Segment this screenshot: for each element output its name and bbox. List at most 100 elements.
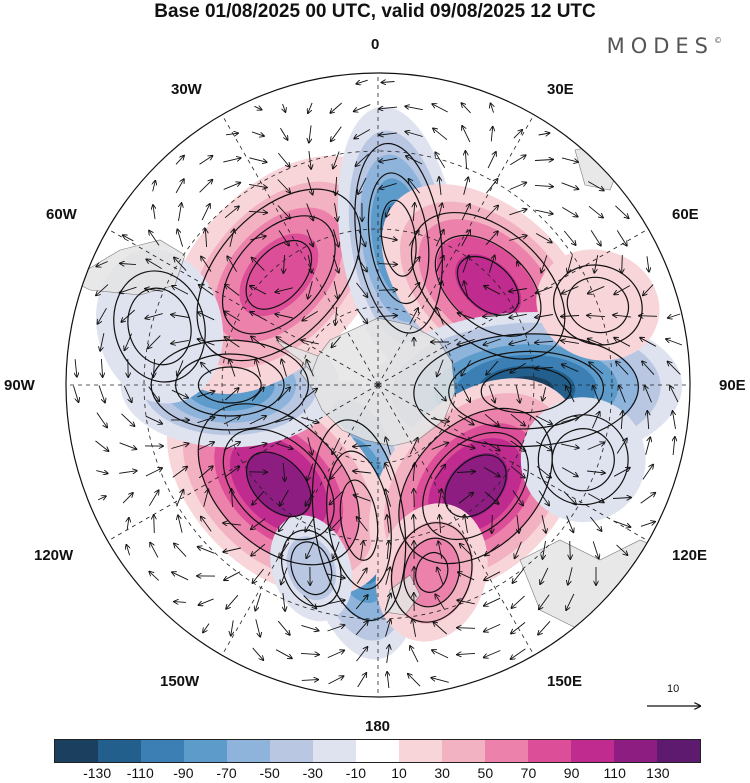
colorbar-tick-label: -70 (216, 765, 237, 781)
wind-vector (483, 441, 500, 451)
label-lon-90w: 90W (4, 377, 35, 394)
wind-vector (100, 333, 105, 351)
wind-vector (437, 281, 442, 299)
wind-vector (561, 341, 579, 344)
wind-vector (301, 680, 318, 681)
streamline-loop (281, 529, 342, 608)
wind-vector (563, 230, 575, 245)
wind-vector (568, 567, 573, 584)
meridian-line (107, 228, 379, 386)
wind-vector (570, 540, 571, 559)
wind-vector (356, 256, 367, 272)
colorbar-swatch (571, 740, 614, 762)
wind-vector (561, 316, 580, 317)
streamline-loop (456, 255, 520, 316)
wind-vector (462, 256, 469, 273)
colorbar-tick-label: -30 (302, 765, 323, 781)
wind-vector (252, 568, 264, 583)
wind-vector (510, 155, 525, 166)
wind-vector (379, 133, 397, 135)
wind-vector (435, 256, 443, 273)
wind-vector (668, 313, 681, 318)
wind-vector (385, 619, 391, 637)
wind-vector (197, 417, 214, 424)
colorbar-tick-label: 70 (520, 765, 537, 781)
wind-vector (539, 594, 550, 610)
wind-vector (251, 543, 266, 556)
wind-vector (175, 179, 184, 194)
label-lon-90e: 90E (719, 377, 746, 394)
wind-vector (458, 313, 475, 320)
positive-anomaly-contour (404, 538, 460, 607)
landmasses (69, 144, 690, 651)
wind-vector (464, 281, 469, 299)
wind-vector (95, 440, 109, 451)
wind-vector (456, 472, 475, 473)
wind-vector (386, 437, 391, 455)
wind-vector (201, 517, 212, 532)
wind-vector (541, 255, 548, 272)
wind-vector (198, 312, 215, 321)
wind-vector (198, 339, 215, 346)
colorbar-swatch (227, 740, 270, 762)
wind-vector (413, 203, 414, 222)
wind-vector (232, 489, 233, 508)
wind-vector (645, 386, 652, 403)
wind-vector (510, 465, 525, 478)
wind-vector (197, 391, 215, 398)
wind-vector (332, 336, 341, 348)
wind-vector (562, 207, 577, 216)
wind-vector (358, 177, 367, 194)
wind-vector (615, 205, 628, 218)
wind-vector (511, 595, 525, 608)
wind-vector (154, 515, 155, 534)
colorbar-tick-label: -110 (126, 765, 154, 781)
colorbar-tick-label: 90 (563, 765, 580, 781)
wind-vector (485, 231, 498, 246)
wind-vector (197, 442, 214, 451)
wind-vector (302, 311, 318, 320)
wind-vector (201, 363, 212, 374)
wind-vector (463, 177, 469, 195)
wind-vector (199, 598, 214, 605)
wind-vectors (73, 80, 683, 689)
streamline-loop (413, 333, 639, 448)
wind-vector (538, 620, 551, 634)
wind-vector (356, 308, 368, 324)
streamline-loop (480, 367, 572, 414)
wind-vector (437, 359, 444, 377)
wind-vector (278, 230, 289, 246)
wind-vector (256, 359, 261, 377)
wind-vector (353, 446, 372, 447)
wind-vector (515, 385, 520, 403)
graticule (66, 73, 690, 697)
wind-vector (178, 203, 182, 221)
wind-vector (484, 571, 501, 580)
wind-vector (616, 439, 627, 454)
wind-vector (229, 229, 234, 247)
wind-vector (275, 418, 292, 423)
wind-vector (590, 516, 601, 531)
wind-vector (305, 516, 316, 531)
wind-vector (279, 516, 290, 531)
label-lon-120e: 120E (672, 547, 708, 564)
wind-vector (203, 489, 209, 507)
wind-vector (673, 411, 676, 429)
wind-vector (282, 359, 287, 377)
wind-vector (613, 315, 631, 317)
wind-vector (385, 464, 392, 481)
label-lon-30w: 30W (171, 81, 202, 98)
wind-vector (305, 490, 315, 505)
wind-vector (248, 211, 267, 212)
wind-vector (277, 337, 292, 348)
wind-vector (594, 255, 599, 273)
wind-vector (536, 465, 551, 477)
wind-vector (435, 230, 443, 247)
colorbar-swatch (313, 740, 356, 762)
negative-anomaly-contour (286, 536, 336, 601)
streamline-loop (245, 451, 312, 518)
meridian-line (377, 228, 649, 386)
wind-vector (484, 491, 498, 504)
wind-vector (327, 650, 344, 659)
wind-vector (199, 156, 213, 165)
